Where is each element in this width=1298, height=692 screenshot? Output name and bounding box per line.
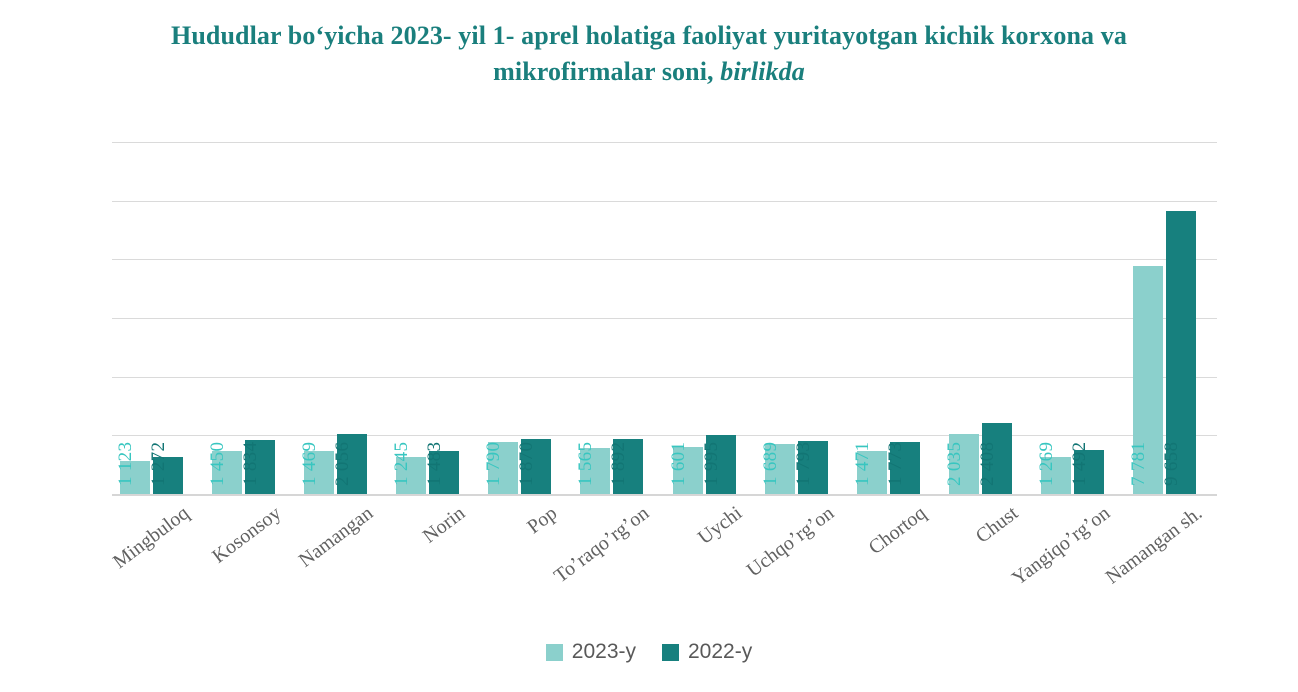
category-label: Uchqo’rg’on [742, 502, 838, 582]
bar-group: 1 601 1 995 [665, 142, 757, 494]
category-label: Uychi [693, 502, 746, 549]
bar-value-label: 2 408 [976, 441, 998, 486]
chart-title: Hududlar bo‘yicha 2023- yil 1- aprel hol… [110, 18, 1188, 90]
bar-group: 1 469 2 056 [296, 142, 388, 494]
category-label: Mingbuloq [109, 502, 194, 574]
category-label: Pop [523, 502, 562, 539]
bar-value-label: 2 035 [943, 441, 965, 486]
bar-2023-y[interactable]: 2 035 [944, 434, 979, 494]
bar-2022-y[interactable]: 1 834 [240, 440, 276, 494]
category-label: To’raqo’rg’on [550, 502, 654, 588]
category-label: Chust [971, 502, 1023, 548]
bar-value-label: 1 790 [483, 441, 505, 486]
bar-value-label: 2 056 [332, 441, 354, 486]
gridline [112, 376, 1217, 378]
bar-2022-y[interactable]: 1 272 [148, 442, 183, 494]
bar-value-label: 1 450 [207, 441, 229, 486]
bar-2022-y[interactable]: 2 056 [332, 433, 368, 494]
chart-legend: 2023-y 2022-y [0, 640, 1298, 664]
bar-value-label: 1 469 [299, 441, 321, 486]
bar-value-label: 1 123 [115, 441, 136, 486]
category-label: Chortoq [864, 502, 930, 560]
bar-value-label: 1 565 [575, 441, 597, 486]
bar-group: 1 689 1 793 [757, 142, 849, 494]
legend-label: 2023-y [571, 640, 636, 663]
bar-group: 1 123 1 272 [112, 142, 204, 494]
legend-swatch-icon [662, 643, 679, 661]
bar-2022-y[interactable]: 1 793 [793, 441, 828, 494]
bar-2023-y[interactable]: 1 565 [575, 442, 611, 494]
bar-2023-y[interactable]: 1 471 [852, 442, 887, 494]
bar-value-label: 1 492 [1068, 441, 1090, 486]
bar-value-label: 1 245 [391, 441, 413, 486]
bar-2022-y[interactable]: 1 492 [1069, 442, 1104, 494]
bar-group: 1 245 1 483 [388, 142, 480, 494]
bar-value-label: 1 689 [759, 441, 781, 486]
bar-value-label: 1 793 [792, 441, 814, 486]
bar-value-label: 9 658 [1160, 441, 1182, 486]
bar-group: 2 035 2 408 [941, 142, 1033, 494]
bar-group: 1 565 1 892 [572, 142, 664, 494]
bar-value-label: 1 773 [884, 441, 906, 486]
bar-value-label: 1 834 [240, 441, 262, 486]
bar-group: 1 471 1 773 [849, 142, 941, 494]
bar-2023-y[interactable]: 1 790 [483, 441, 519, 494]
bar-2023-y[interactable]: 1 450 [207, 442, 243, 494]
category-label: Namangan sh. [1101, 502, 1207, 589]
bar-2023-y[interactable]: 1 469 [299, 442, 335, 494]
bar-2023-y[interactable]: 1 269 [1036, 442, 1071, 494]
plot-area: 1 123 1 272 1 450 1 834 1 469 2 056 1 245 1 483… [112, 142, 1217, 496]
gridline [112, 318, 1217, 319]
bar-value-label: 1 892 [608, 441, 630, 486]
chart-title-main: Hududlar bo‘yicha 2023- yil 1- aprel hol… [171, 21, 1127, 86]
bar-2022-y[interactable]: 2 408 [977, 423, 1012, 494]
bar-2023-y[interactable]: 1 245 [391, 442, 427, 494]
category-label: Kosonsoy [208, 502, 286, 568]
bar-value-label: 7 781 [1127, 441, 1149, 486]
legend-swatch-icon [545, 643, 563, 661]
bar-value-label: 1 483 [424, 441, 446, 486]
bar-group: 7 781 9 658 [1125, 142, 1217, 494]
bars-layer: 1 123 1 272 1 450 1 834 1 469 2 056 1 245 1 483… [112, 142, 1217, 494]
legend-item[interactable]: 2022-y [662, 640, 752, 664]
gridline [112, 435, 1217, 437]
bar-group: 1 450 1 834 [204, 142, 296, 494]
chart-title-emphasis: birlikda [720, 57, 805, 86]
bar-2023-y[interactable]: 7 781 [1128, 265, 1163, 494]
bar-2022-y[interactable]: 1 995 [701, 435, 736, 494]
bar-2022-y[interactable]: 1 870 [516, 439, 552, 494]
legend-label: 2022-y [688, 640, 753, 663]
category-label: Norin [419, 502, 470, 548]
gridline [112, 200, 1217, 202]
bar-group: 1 790 1 870 [480, 142, 572, 494]
bar-value-label: 1 471 [851, 441, 873, 486]
category-label: Yangiqo’rg’on [1007, 502, 1115, 590]
bar-2022-y[interactable]: 1 892 [608, 438, 644, 494]
legend-item[interactable]: 2023-y [545, 640, 636, 664]
axis-baseline [112, 494, 1217, 496]
bar-value-label: 1 870 [516, 441, 538, 486]
x-axis-category-labels: Mingbuloq Kosonsoy Namangan Norin Pop To’raqo… [109, 498, 1217, 628]
gridline [112, 259, 1217, 261]
bar-value-label: 1 269 [1035, 441, 1057, 486]
category-label: Namangan [295, 502, 378, 572]
bar-value-label: 1 272 [148, 441, 169, 486]
bar-2023-y[interactable]: 1 689 [760, 442, 795, 494]
bar-2022-y[interactable]: 1 483 [424, 442, 460, 494]
bar-2022-y[interactable]: 1 773 [885, 442, 920, 494]
gridline [112, 142, 1217, 143]
bar-2022-y[interactable]: 9 658 [1161, 210, 1196, 494]
bar-group: 1 269 1 492 [1033, 142, 1125, 494]
bar-2023-y[interactable]: 1 601 [668, 442, 703, 494]
bar-value-label: 1 995 [700, 441, 722, 486]
bar-2023-y[interactable]: 1 123 [115, 442, 150, 494]
bar-value-label: 1 601 [667, 441, 689, 486]
